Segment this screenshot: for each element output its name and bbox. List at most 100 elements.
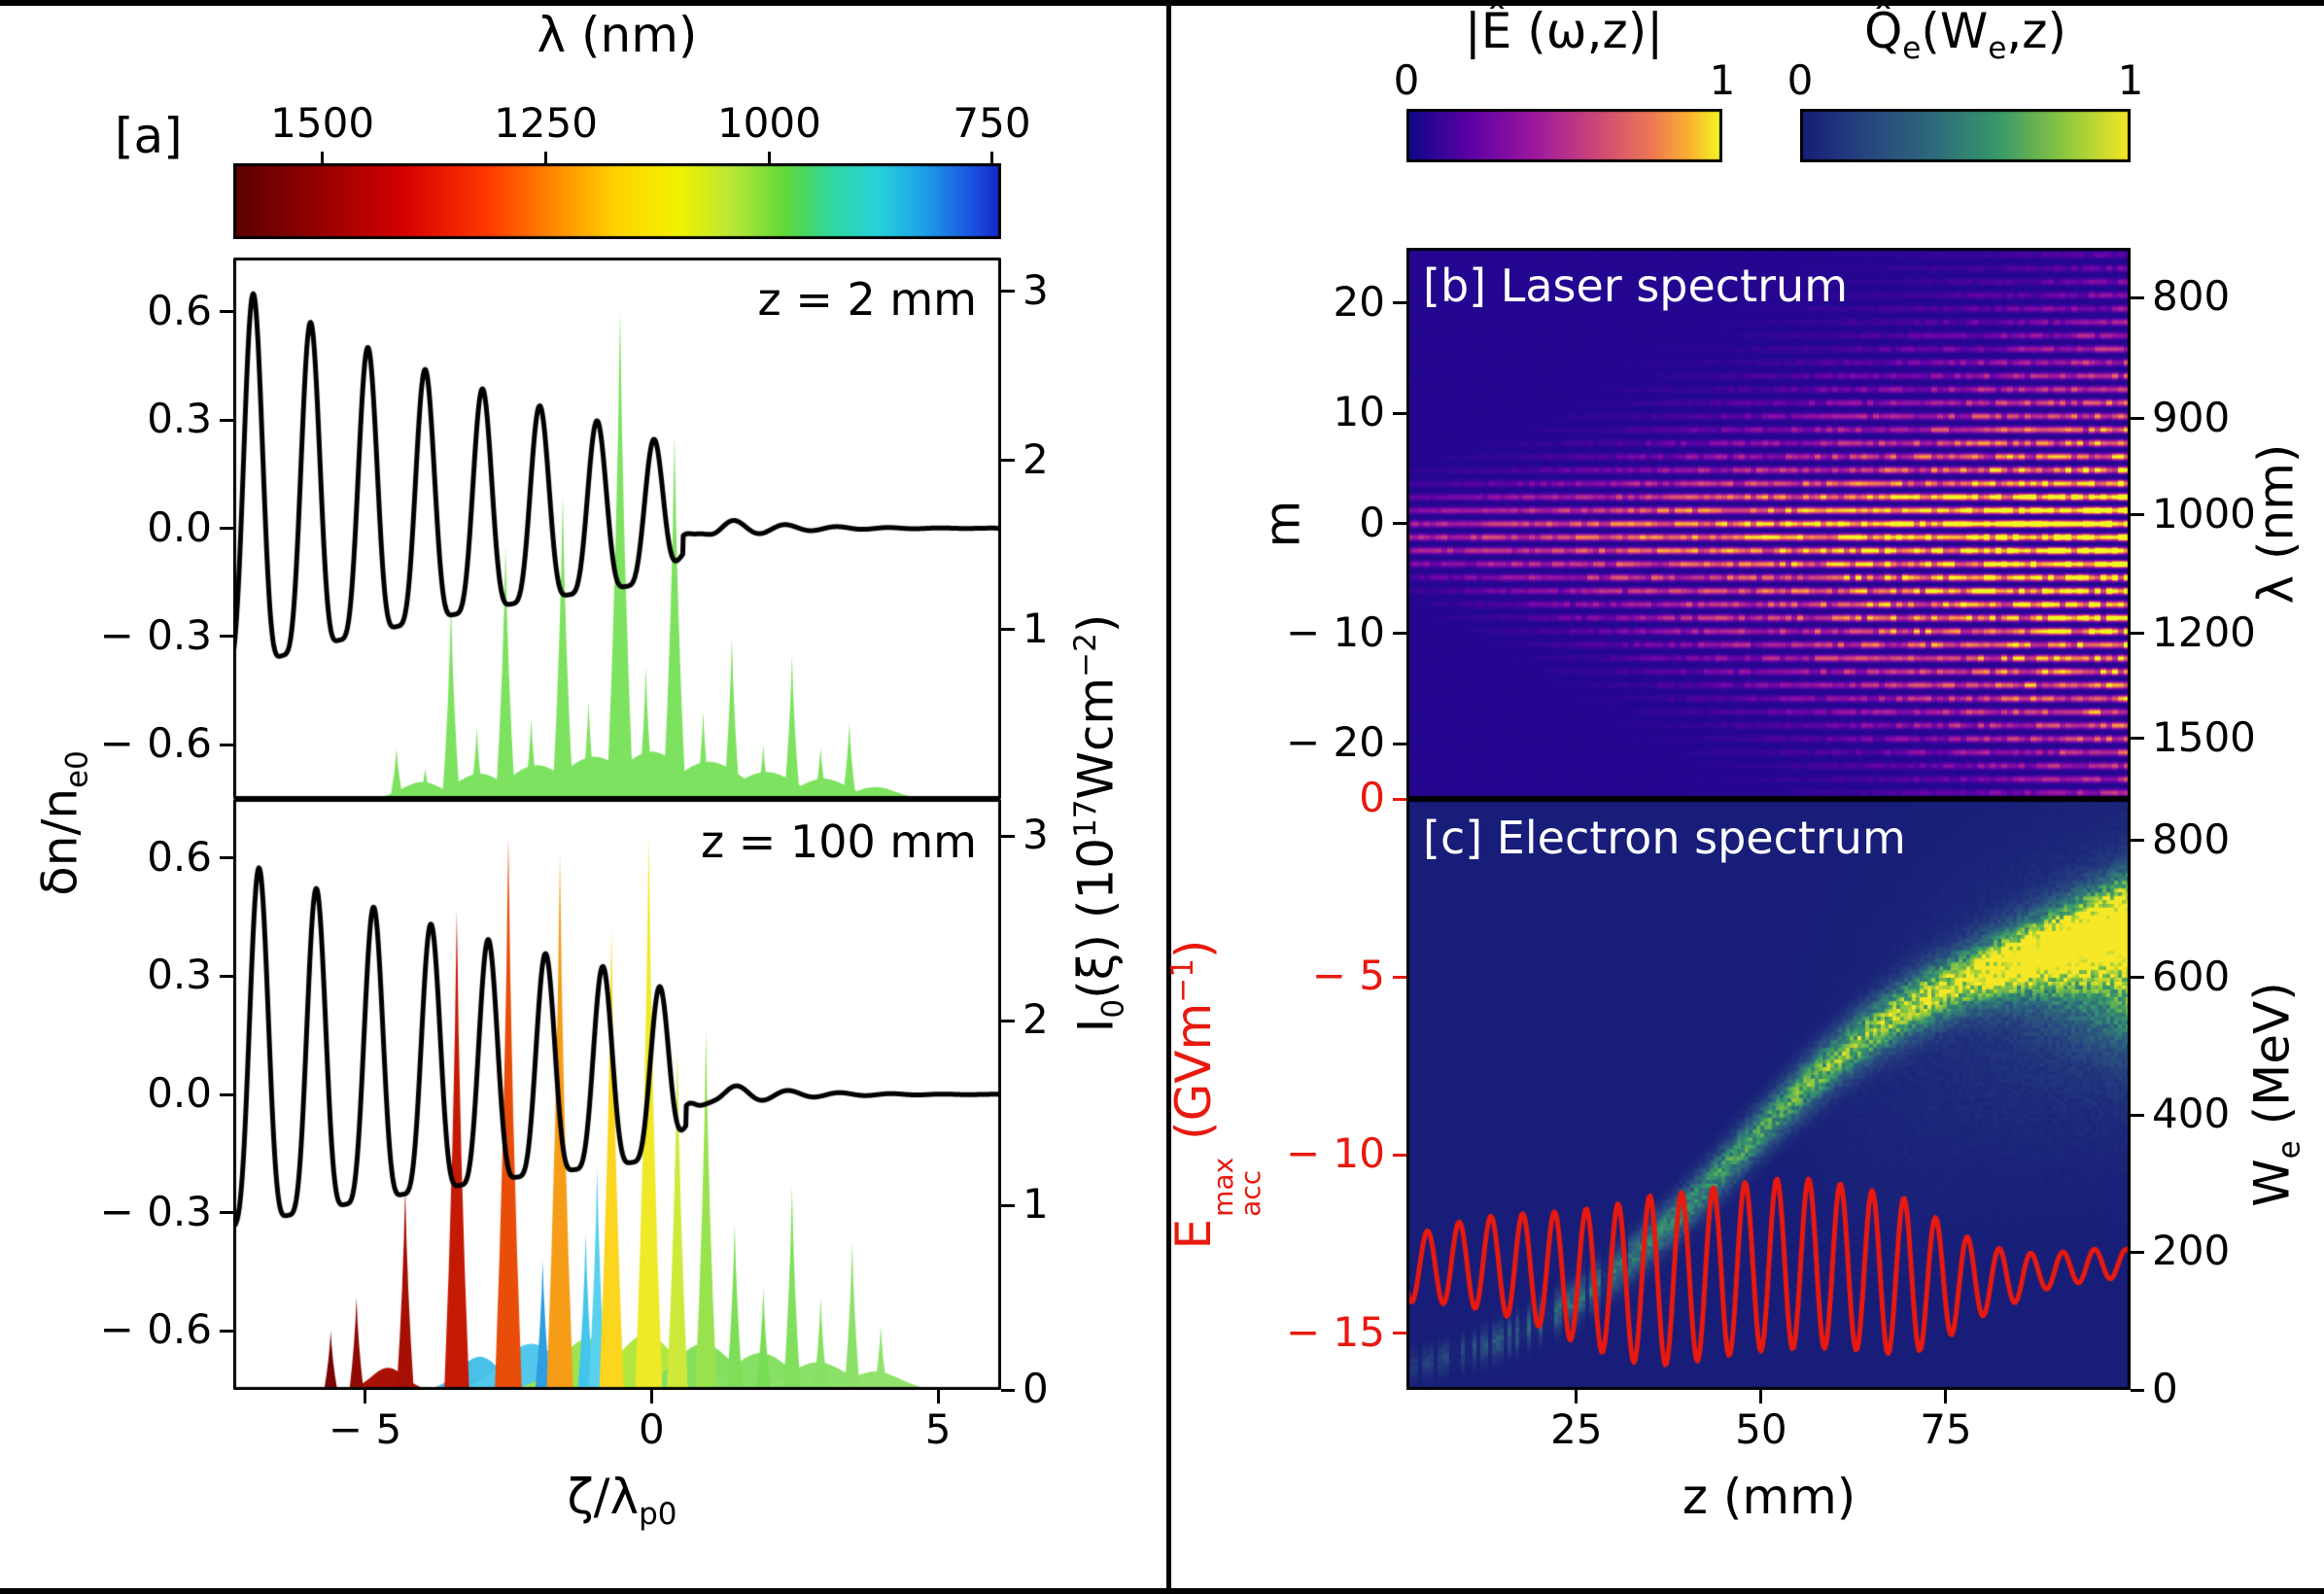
tick-label: 0 bbox=[639, 1405, 665, 1453]
tick-mark bbox=[1393, 632, 1406, 636]
wavelength-colorbar bbox=[233, 163, 1001, 239]
tick-mark bbox=[1393, 1332, 1406, 1335]
tick-label: − 0.6 bbox=[99, 1305, 212, 1354]
tick-label: − 0.6 bbox=[99, 719, 212, 768]
tick-label: 1500 bbox=[2152, 712, 2256, 761]
laser-spectrum-colorbar bbox=[1406, 109, 1722, 162]
tick-label: 0 bbox=[1359, 774, 1385, 821]
tick-mark bbox=[1001, 1388, 1015, 1392]
tick-label: − 10 bbox=[1286, 1129, 1385, 1178]
tick-mark bbox=[767, 152, 771, 163]
panel-b-title: [b] Laser spectrum bbox=[1423, 260, 1848, 312]
laser-colorbar-title: |Ê (ω,z)| bbox=[1464, 3, 1664, 59]
tick-mark bbox=[220, 635, 233, 639]
tick-mark bbox=[220, 743, 233, 746]
tick-label: 1 bbox=[1023, 604, 1049, 652]
plot-a-bottom-z100mm-canvas bbox=[233, 799, 1001, 1390]
tick-mark bbox=[2131, 417, 2144, 421]
panel-a-xlabel: ζ/λp0 bbox=[567, 1469, 677, 1532]
electron-spectrum-colorbar bbox=[1800, 109, 2131, 162]
tick-mark bbox=[220, 974, 233, 978]
annotation-z2mm: z = 2 mm bbox=[757, 273, 977, 326]
tick-label: 0.0 bbox=[147, 502, 212, 551]
tick-mark bbox=[936, 1390, 940, 1403]
tick-mark bbox=[2131, 513, 2144, 517]
electron-spectrum-heatmap bbox=[1406, 799, 2131, 1390]
panel-a-tag: [a] bbox=[115, 108, 183, 164]
tick-label: 2 bbox=[1023, 995, 1049, 1043]
tick-label: − 20 bbox=[1286, 718, 1385, 767]
tick-mark bbox=[220, 1329, 233, 1333]
tick-mark bbox=[220, 527, 233, 530]
tick-label: 20 bbox=[1333, 277, 1385, 326]
tick-label: 900 bbox=[2152, 393, 2231, 441]
annotation-z100mm: z = 100 mm bbox=[701, 815, 977, 868]
tick-mark bbox=[1001, 1203, 1015, 1207]
tick-mark bbox=[2131, 839, 2144, 843]
lambda-colorbar-title: λ (nm) bbox=[537, 7, 698, 63]
tick-mark bbox=[2131, 1113, 2144, 1117]
tick-label: 400 bbox=[2152, 1090, 2231, 1138]
tick-mark bbox=[2131, 295, 2144, 299]
tick-label: 750 bbox=[953, 99, 1031, 147]
tick-label: − 15 bbox=[1286, 1307, 1385, 1356]
tick-label: 600 bbox=[2152, 952, 2231, 1000]
electron-colorbar-title: Q̂e(We,z) bbox=[1863, 3, 2067, 66]
tick-mark bbox=[1001, 459, 1015, 463]
frame-bottom-border bbox=[0, 1588, 2324, 1594]
tick-label: 1000 bbox=[2152, 489, 2256, 537]
tick-mark bbox=[990, 152, 994, 163]
tick-label: 5 bbox=[924, 1405, 952, 1453]
tick-mark bbox=[649, 1390, 653, 1403]
tick-mark bbox=[1001, 628, 1015, 632]
tick-label: 1200 bbox=[2152, 607, 2256, 656]
tick-label: 1500 bbox=[270, 99, 375, 147]
tick-label: 1250 bbox=[494, 99, 598, 147]
tick-label: 1 bbox=[1023, 1180, 1049, 1228]
tick-mark bbox=[220, 310, 233, 314]
tick-mark bbox=[220, 1211, 233, 1215]
tick-mark bbox=[1393, 1153, 1406, 1157]
tick-label: 0.3 bbox=[147, 395, 212, 443]
tick-mark bbox=[1393, 411, 1406, 415]
tick-mark bbox=[1393, 797, 1406, 801]
tick-mark bbox=[321, 152, 325, 163]
tick-mark bbox=[220, 1092, 233, 1096]
frame-top-border bbox=[0, 0, 2324, 6]
tick-mark bbox=[2131, 1250, 2144, 1254]
tick-mark bbox=[2131, 737, 2144, 741]
tick-label: 10 bbox=[1333, 388, 1385, 436]
tick-label: − 10 bbox=[1286, 607, 1385, 656]
tick-mark bbox=[2131, 1388, 2144, 1392]
tick-label: 75 bbox=[1920, 1405, 1972, 1453]
tick-label: 800 bbox=[2152, 814, 2231, 863]
tick-mark bbox=[1001, 1019, 1015, 1022]
tick-label: 50 bbox=[1735, 1405, 1787, 1453]
tick-mark bbox=[1393, 301, 1406, 305]
tick-label: − 0.3 bbox=[99, 1187, 212, 1235]
tick-mark bbox=[220, 418, 233, 422]
tick-mark bbox=[1001, 290, 1015, 294]
tick-mark bbox=[2131, 976, 2144, 980]
laser-spectrum-heatmap bbox=[1406, 248, 2131, 799]
tick-mark bbox=[220, 856, 233, 860]
tick-mark bbox=[1393, 975, 1406, 979]
tick-label: 0 bbox=[1023, 1365, 1049, 1412]
tick-label: 0 bbox=[1786, 56, 1814, 104]
tick-label: 0.3 bbox=[147, 951, 212, 999]
tick-mark bbox=[2131, 632, 2144, 636]
tick-label: − 5 bbox=[1311, 952, 1385, 999]
tick-label: 1 bbox=[2117, 56, 2144, 104]
tick-mark bbox=[1575, 1390, 1578, 1403]
panel-c-title: [c] Electron spectrum bbox=[1423, 812, 1906, 864]
tick-mark bbox=[544, 152, 548, 163]
tick-label: 3 bbox=[1023, 811, 1049, 858]
tick-label: − 5 bbox=[328, 1405, 402, 1453]
plot-a-top-z2mm-canvas bbox=[233, 258, 1001, 799]
tick-label: 0.6 bbox=[147, 286, 212, 334]
tick-mark bbox=[1001, 834, 1015, 838]
tick-mark bbox=[1944, 1390, 1948, 1403]
tick-mark bbox=[364, 1390, 367, 1403]
tick-label: 25 bbox=[1550, 1405, 1603, 1453]
